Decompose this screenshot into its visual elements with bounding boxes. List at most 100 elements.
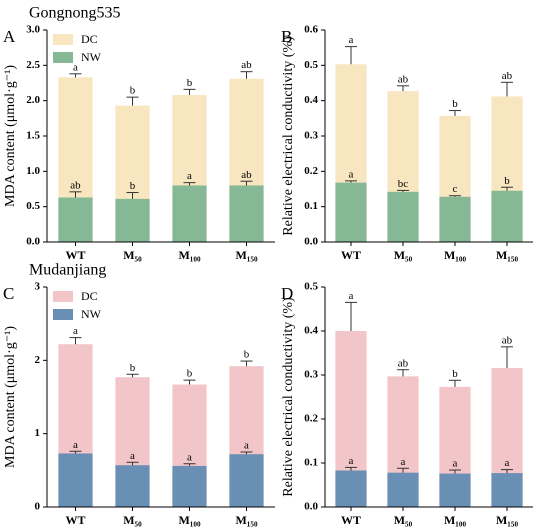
y-tick-label: 0.0 bbox=[26, 236, 40, 248]
panel-letter: C bbox=[3, 284, 14, 303]
error-bar bbox=[345, 46, 357, 65]
significance-letter: ab bbox=[502, 334, 513, 346]
error-bar bbox=[449, 379, 461, 387]
y-tick-label: 0.1 bbox=[304, 457, 318, 469]
panel-letter: B bbox=[281, 27, 292, 46]
panel-letter: D bbox=[281, 284, 293, 303]
significance-letter: b bbox=[130, 362, 136, 374]
significance-letter: a bbox=[401, 456, 406, 468]
significance-letter: ab bbox=[70, 179, 81, 191]
legend-label: DC bbox=[81, 289, 98, 303]
significance-letter: a bbox=[244, 440, 249, 452]
error-bar bbox=[397, 369, 409, 377]
significance-letter: b bbox=[187, 77, 193, 89]
x-tick-label: WT bbox=[341, 248, 361, 262]
panel-letter: A bbox=[3, 27, 16, 46]
x-tick-label: M₅₀ bbox=[394, 513, 413, 527]
y-tick-label: 2 bbox=[35, 354, 41, 366]
error-bar bbox=[501, 186, 513, 191]
x-tick-label: M₁₀₀ bbox=[444, 513, 467, 527]
y-tick-label: 3 bbox=[35, 281, 41, 293]
error-bar bbox=[183, 379, 196, 385]
bar bbox=[172, 465, 207, 507]
legend-swatch bbox=[53, 291, 73, 302]
x-tick-label: WT bbox=[65, 513, 85, 527]
y-tick-label: 0.0 bbox=[304, 501, 318, 513]
y-tick-label: 0.4 bbox=[304, 325, 318, 337]
y-tick-label: 2.0 bbox=[26, 94, 40, 106]
y-tick-label: 1 bbox=[35, 427, 41, 439]
y-axis-label: MDA content (μmol·g⁻¹) bbox=[3, 65, 18, 207]
significance-letter: c bbox=[453, 183, 458, 195]
significance-letter: a bbox=[187, 170, 192, 182]
bar bbox=[439, 196, 471, 242]
y-tick-label: 0.5 bbox=[26, 200, 40, 212]
y-axis-label: MDA content (μmol·g⁻¹) bbox=[3, 326, 18, 468]
y-tick-label: 0.5 bbox=[304, 281, 318, 293]
legend-label: NW bbox=[81, 307, 102, 321]
bar bbox=[115, 465, 150, 507]
y-tick-label: 0.2 bbox=[304, 165, 318, 177]
y-tick-label: 0.6 bbox=[304, 24, 318, 36]
x-tick-label: WT bbox=[65, 248, 85, 262]
error-bar bbox=[126, 461, 139, 466]
y-tick-label: 0.0 bbox=[304, 236, 318, 248]
significance-letter: b bbox=[452, 368, 458, 380]
y-tick-label: 1.0 bbox=[26, 165, 40, 177]
error-bar bbox=[397, 467, 409, 473]
legend-swatch bbox=[53, 309, 73, 320]
significance-letter: b bbox=[130, 180, 136, 192]
error-bar bbox=[240, 360, 253, 367]
x-tick-label: M₅₀ bbox=[123, 248, 142, 262]
x-tick-label: M₁₀₀ bbox=[178, 513, 201, 527]
error-bar bbox=[397, 189, 409, 192]
error-bar bbox=[240, 180, 253, 186]
significance-letter: a bbox=[73, 61, 78, 73]
x-tick-label: M₁₅₀ bbox=[496, 513, 519, 527]
legend-swatch bbox=[53, 52, 73, 63]
error-bar bbox=[397, 85, 409, 92]
significance-letter: ab bbox=[502, 70, 513, 82]
error-bar bbox=[345, 466, 357, 471]
x-tick-label: M₁₀₀ bbox=[444, 248, 467, 262]
x-tick-label: M₁₀₀ bbox=[178, 248, 201, 262]
x-tick-label: M₅₀ bbox=[123, 513, 142, 527]
significance-letter: b bbox=[244, 349, 250, 361]
bar bbox=[387, 191, 419, 242]
panel-title: Mudanjiang bbox=[29, 262, 106, 279]
legend-swatch bbox=[53, 34, 73, 45]
y-tick-label: 0.3 bbox=[304, 369, 318, 381]
bar bbox=[229, 185, 264, 242]
bar bbox=[335, 182, 367, 242]
x-tick-label: M₁₅₀ bbox=[496, 248, 519, 262]
x-tick-label: M₁₅₀ bbox=[235, 248, 258, 262]
error-bar bbox=[345, 301, 357, 331]
error-bar bbox=[183, 463, 196, 466]
y-tick-label: 0.1 bbox=[304, 200, 318, 212]
significance-letter: a bbox=[73, 439, 78, 451]
significance-letter: b bbox=[452, 98, 458, 110]
error-bar bbox=[240, 71, 253, 79]
significance-letter: a bbox=[505, 457, 510, 469]
y-tick-label: 2.5 bbox=[26, 59, 40, 71]
legend-label: DC bbox=[81, 32, 98, 46]
error-bar bbox=[183, 88, 196, 96]
y-tick-label: 0.5 bbox=[304, 59, 318, 71]
bar bbox=[58, 197, 93, 242]
significance-letter: a bbox=[130, 450, 135, 462]
x-tick-label: M₁₅₀ bbox=[235, 513, 258, 527]
error-bar bbox=[501, 81, 513, 97]
error-bar bbox=[501, 346, 513, 368]
error-bar bbox=[449, 110, 461, 116]
significance-letter: b bbox=[187, 368, 193, 380]
significance-letter: bc bbox=[398, 178, 409, 190]
error-bar bbox=[69, 191, 82, 198]
significance-letter: ab bbox=[398, 73, 409, 85]
significance-letter: a bbox=[349, 34, 354, 46]
significance-letter: ab bbox=[398, 357, 409, 369]
error-bar bbox=[449, 469, 461, 474]
y-tick-label: 0.3 bbox=[304, 130, 318, 142]
bar bbox=[387, 472, 419, 507]
legend-label: NW bbox=[81, 50, 102, 64]
significance-letter: a bbox=[349, 455, 354, 467]
